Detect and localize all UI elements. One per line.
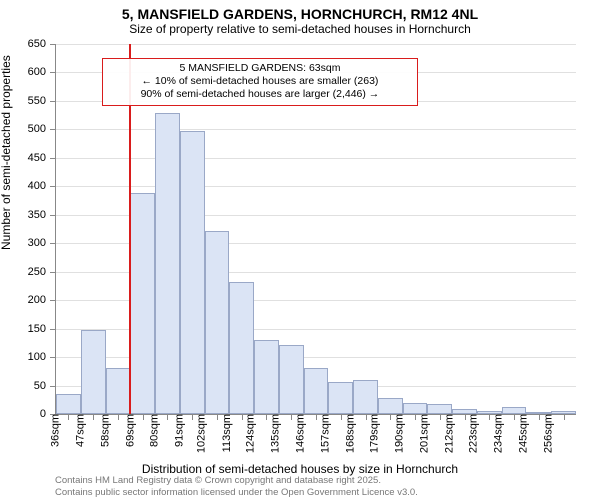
x-tick-label: 168sqm	[336, 414, 356, 453]
histogram-bar	[81, 330, 106, 414]
x-tick-label: 201sqm	[410, 414, 430, 453]
histogram-bar	[328, 382, 353, 414]
histogram-bar	[378, 398, 403, 414]
x-axis-label: Distribution of semi-detached houses by …	[0, 462, 600, 476]
x-tick-label: 58sqm	[91, 414, 111, 447]
histogram-bar	[130, 193, 155, 414]
histogram-bar	[427, 404, 452, 414]
histogram-bar	[229, 282, 254, 414]
x-tick-label: 135sqm	[262, 414, 282, 453]
x-tick-label: 36sqm	[42, 414, 62, 447]
gridline	[56, 158, 576, 159]
x-tick-label: 124sqm	[237, 414, 257, 453]
histogram-bar	[106, 368, 131, 414]
histogram-bar	[205, 231, 230, 414]
annotation-line1: 5 MANSFIELD GARDENS: 63sqm	[109, 62, 411, 75]
chart-title: 5, MANSFIELD GARDENS, HORNCHURCH, RM12 4…	[0, 0, 600, 22]
x-tick-label: 80sqm	[141, 414, 161, 447]
y-tick-label: 650	[28, 38, 56, 50]
chart-subtitle: Size of property relative to semi-detach…	[0, 22, 600, 40]
x-tick-label: 157sqm	[311, 414, 331, 453]
histogram-bar	[180, 131, 205, 414]
gridline	[56, 129, 576, 130]
x-tick-label: 69sqm	[116, 414, 136, 447]
histogram-bar	[353, 380, 378, 414]
histogram-bar	[279, 345, 304, 414]
y-tick-label: 300	[28, 237, 56, 249]
attribution-line2: Contains public sector information licen…	[55, 487, 418, 498]
annotation-line2: ← 10% of semi-detached houses are smalle…	[109, 75, 411, 88]
plot-area: 0501001502002503003504004505005506006503…	[55, 44, 576, 415]
gridline	[56, 186, 576, 187]
y-tick-label: 100	[28, 351, 56, 363]
annotation-line3: 90% of semi-detached houses are larger (…	[109, 88, 411, 101]
y-axis-label: Number of semi-detached properties	[0, 55, 13, 250]
y-tick-label: 600	[28, 66, 56, 78]
y-tick-label: 550	[28, 95, 56, 107]
y-tick-label: 400	[28, 180, 56, 192]
x-tick-label: 179sqm	[361, 414, 381, 453]
y-tick-label: 250	[28, 266, 56, 278]
histogram-bar	[56, 394, 81, 414]
x-tick-label: 223sqm	[460, 414, 480, 453]
y-tick-label: 350	[28, 209, 56, 221]
x-tick-label: 256sqm	[534, 414, 554, 453]
y-tick-label: 450	[28, 152, 56, 164]
x-tick-label: 47sqm	[67, 414, 87, 447]
gridline	[56, 44, 576, 45]
chart-container: 5, MANSFIELD GARDENS, HORNCHURCH, RM12 4…	[0, 0, 600, 500]
x-tick	[564, 414, 565, 420]
histogram-bar	[155, 113, 180, 414]
x-tick-label: 234sqm	[485, 414, 505, 453]
x-tick-label: 113sqm	[213, 414, 233, 452]
histogram-bar	[254, 340, 279, 414]
x-tick-label: 190sqm	[385, 414, 405, 453]
y-tick-label: 500	[28, 123, 56, 135]
histogram-bar	[502, 407, 527, 414]
x-tick-label: 212sqm	[435, 414, 455, 453]
histogram-bar	[403, 403, 428, 414]
x-tick-label: 146sqm	[286, 414, 306, 453]
y-axis-label-text: Number of semi-detached properties	[0, 55, 13, 250]
annotation-box: 5 MANSFIELD GARDENS: 63sqm← 10% of semi-…	[102, 58, 418, 105]
x-tick-label: 91sqm	[166, 414, 186, 447]
x-tick-label: 102sqm	[187, 414, 207, 453]
attribution: Contains HM Land Registry data © Crown c…	[55, 475, 418, 498]
x-tick-label: 245sqm	[509, 414, 529, 453]
y-tick-label: 150	[28, 323, 56, 335]
attribution-line1: Contains HM Land Registry data © Crown c…	[55, 475, 418, 486]
y-tick-label: 50	[34, 380, 56, 392]
histogram-bar	[304, 368, 329, 414]
y-tick-label: 200	[28, 294, 56, 306]
